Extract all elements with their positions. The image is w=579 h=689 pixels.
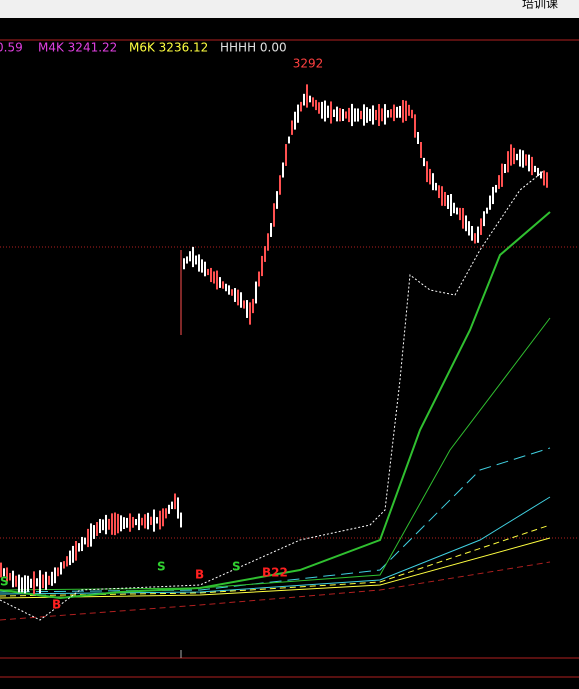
ma-line [0, 211, 551, 600]
indicator-label: M6K 3236.12 [129, 41, 208, 55]
top-title[interactable]: 培训课 [522, 0, 558, 11]
signal-label: B22 [262, 566, 288, 580]
ma-line [0, 537, 551, 599]
signal-label: S [157, 560, 166, 574]
ma-line [0, 496, 551, 595]
indicator-label: M4K 3241.22 [38, 41, 117, 55]
top-bar [0, 0, 579, 18]
indicator-label: HHHH 0.00 [220, 41, 287, 55]
indicator-label: 0.59 [0, 41, 23, 55]
ma-line [0, 561, 551, 621]
candles [0, 84, 548, 595]
signal-label: B [195, 568, 204, 582]
indicator-row: 0.59 M4K 3241.22 M6K 3236.12 HHHH 0.00 [0, 41, 287, 55]
signals: S B S B S B22 [0, 560, 288, 612]
ma-line [0, 317, 551, 591]
high-label: 3292 [293, 57, 324, 71]
averages [0, 169, 551, 621]
signal-label: S [0, 575, 9, 589]
signal-label: S [232, 560, 241, 574]
signal-label: B [52, 598, 61, 612]
